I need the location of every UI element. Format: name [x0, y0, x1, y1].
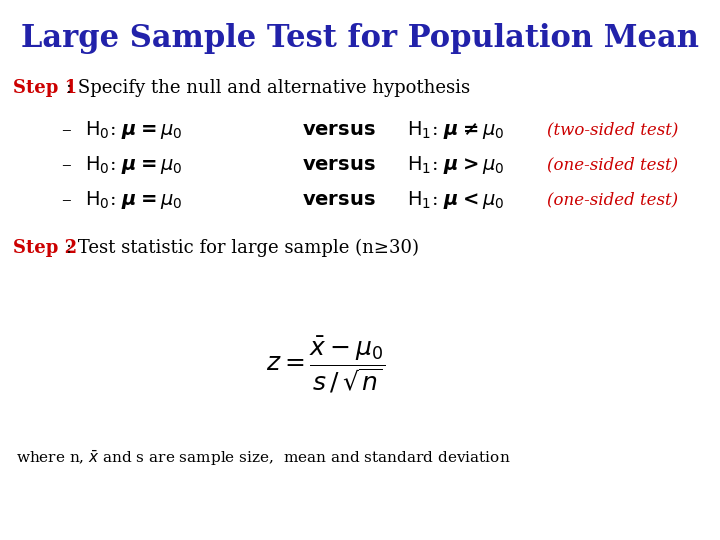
Text: $\mathbf{versus}$: $\mathbf{versus}$	[302, 191, 376, 209]
Text: Large Sample Test for Population Mean: Large Sample Test for Population Mean	[21, 23, 699, 53]
Text: Step 2: Step 2	[13, 239, 77, 257]
Text: $\mathrm{H_0}$: $\boldsymbol{\mu = \mu_0}$: $\mathrm{H_0}$: $\boldsymbol{\mu = \mu_0…	[85, 119, 182, 141]
Text: –: –	[61, 191, 71, 209]
Text: where n, $\bar{x}$ and s are sample size,  mean and standard deviation: where n, $\bar{x}$ and s are sample size…	[16, 448, 510, 468]
Text: (one-sided test): (one-sided test)	[547, 157, 678, 173]
Text: $z = \dfrac{\bar{x} - \mu_0}{s\,/\,\sqrt{n}}$: $z = \dfrac{\bar{x} - \mu_0}{s\,/\,\sqrt…	[266, 335, 385, 395]
Text: $\mathbf{versus}$: $\mathbf{versus}$	[302, 121, 376, 139]
Text: $\mathrm{H_0}$: $\boldsymbol{\mu = \mu_0}$: $\mathrm{H_0}$: $\boldsymbol{\mu = \mu_0…	[85, 154, 182, 176]
Text: (one-sided test): (one-sided test)	[547, 192, 678, 208]
Text: : Test statistic for large sample (n≥30): : Test statistic for large sample (n≥30)	[66, 239, 419, 257]
Text: : Specify the null and alternative hypothesis: : Specify the null and alternative hypot…	[66, 79, 470, 97]
Text: $\mathrm{H_1}$: $\boldsymbol{\mu > \mu_0}$: $\mathrm{H_1}$: $\boldsymbol{\mu > \mu_0…	[407, 154, 504, 176]
Text: Step 1: Step 1	[13, 79, 77, 97]
Text: $\mathbf{versus}$: $\mathbf{versus}$	[302, 156, 376, 174]
Text: –: –	[61, 121, 71, 139]
Text: $\mathrm{H_1}$: $\boldsymbol{\mu < \mu_0}$: $\mathrm{H_1}$: $\boldsymbol{\mu < \mu_0…	[407, 189, 504, 211]
Text: $\mathrm{H_1}$: $\boldsymbol{\mu \neq \mu_0}$: $\mathrm{H_1}$: $\boldsymbol{\mu \neq \m…	[407, 119, 504, 141]
Text: $\mathrm{H_0}$: $\boldsymbol{\mu = \mu_0}$: $\mathrm{H_0}$: $\boldsymbol{\mu = \mu_0…	[85, 189, 182, 211]
Text: –: –	[61, 156, 71, 174]
Text: (two-sided test): (two-sided test)	[547, 122, 678, 138]
